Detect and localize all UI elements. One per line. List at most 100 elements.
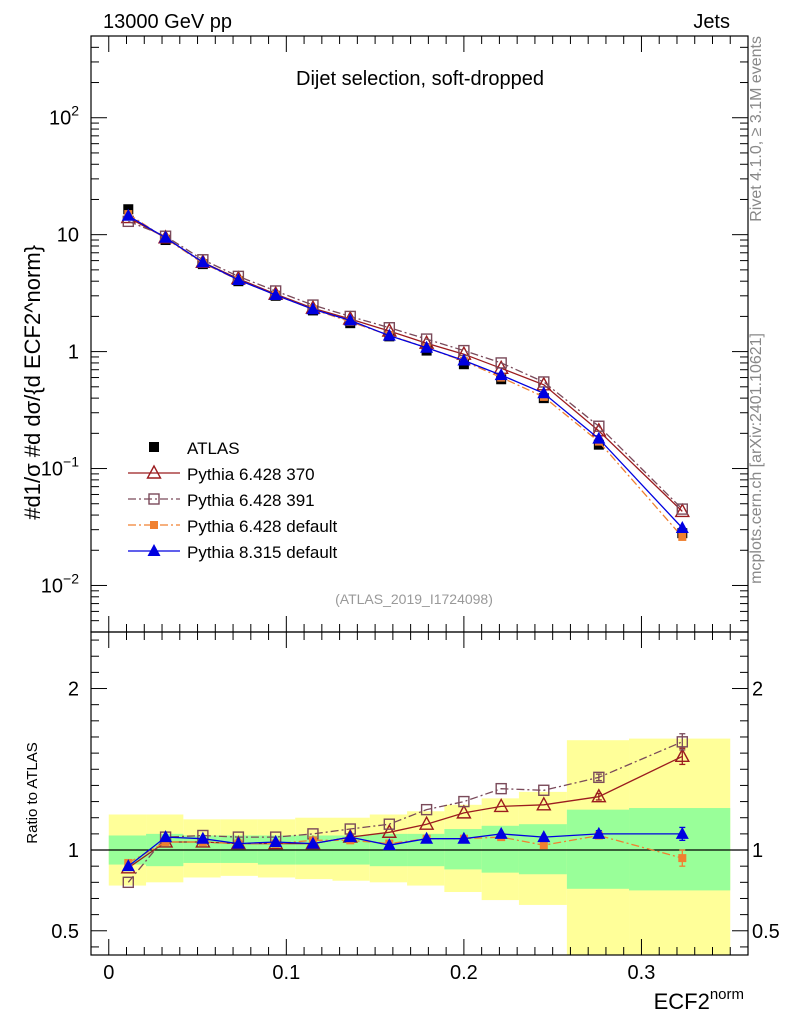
data-point-py8_default: [269, 287, 283, 300]
series-py8_default: [121, 208, 689, 534]
legend-label-py8_default: Pythia 8.315 default: [187, 543, 338, 562]
data-point-py8_default: [537, 386, 551, 399]
ratio-frame: [90, 631, 749, 956]
ratio-point-py8_default: [269, 834, 283, 847]
legend-marker-atlas: [149, 442, 159, 452]
legend-label-py6_default: Pythia 6.428 default: [187, 517, 338, 536]
data-point-py8_default: [494, 368, 508, 381]
y-tick-label: 1: [68, 342, 79, 364]
ratio-point-py8_default: [420, 831, 434, 844]
ratio-y-tick-label-right: 1: [752, 840, 763, 862]
mcplots-label: mcplots.cern.ch [arXiv:2401.10621]: [748, 333, 765, 584]
legend-label-py6_370: Pythia 6.428 370: [187, 465, 315, 484]
data-point-py8_default: [382, 328, 396, 341]
ratio-point-py6_370: [418, 815, 435, 830]
legend: ATLAS Pythia 6.428 370 Pythia 6.428 391 Pyt…: [128, 439, 338, 562]
data-point-py8_default: [420, 340, 434, 353]
data-point-py6_default: [678, 532, 687, 541]
header-right: Jets: [693, 11, 730, 33]
ratio-point-py8_default: [121, 859, 135, 872]
ratio-y-tick-label-left: 0.5: [51, 921, 79, 943]
series-line-py8_default: [127, 215, 683, 529]
ratio-point-py8_default: [494, 826, 508, 839]
chart-title: Dijet selection, soft-dropped: [296, 68, 544, 90]
ratio-point-py8_default: [231, 836, 245, 849]
ratio-point-py8_default: [382, 838, 396, 851]
ratio-y-tick-label-left: 1: [68, 840, 79, 862]
ratio-point-py6_391: [122, 876, 134, 889]
data-point-py8_default: [592, 431, 606, 444]
data-point-py8_default: [121, 208, 135, 221]
header-left: 13000 GeV pp: [103, 11, 232, 33]
ratio-point-py6_391: [593, 771, 605, 784]
data-point-py8_default: [457, 353, 471, 366]
legend-label-atlas: ATLAS: [187, 439, 240, 458]
band-inner-bin: [629, 808, 731, 891]
ratio-point-py6_391: [538, 784, 550, 796]
ratio-point-py6_391: [383, 818, 396, 830]
band-inner-bin: [518, 824, 567, 875]
y-tick-label: 10−1: [41, 454, 79, 481]
ratio-y-tick-label-right: 2: [752, 679, 763, 701]
ratio-point-py6_391: [495, 782, 507, 795]
ratio-y-tick-label-left: 2: [68, 679, 79, 701]
ratio-point-py6_370: [536, 796, 552, 811]
ratio-point-py6_default: [539, 841, 548, 850]
x-tick-label: 0.2: [450, 962, 478, 984]
ratio-point-py6_391: [458, 795, 470, 808]
ratio-point-py8_default: [196, 831, 210, 844]
ratio-point-py6_370: [591, 788, 607, 803]
series-line-py6_391: [128, 220, 683, 510]
ratio-point-py8_default: [343, 830, 357, 843]
data-point-py8_default: [196, 255, 210, 268]
y-tick-label: 10−2: [41, 570, 79, 597]
y-tick-label: 10: [57, 225, 79, 247]
analysis-id-label: (ATLAS_2019_I1724098): [335, 591, 493, 607]
x-tick-label: 0.3: [628, 962, 656, 984]
y-axis-label: #d1/σ #d dσ/{d ECF2^norm}: [20, 245, 45, 520]
data-point-py8_default: [306, 302, 320, 315]
ratio-point-py8_default: [537, 830, 551, 843]
ratio-point-py8_default: [675, 826, 689, 839]
ratio-line-py8_default: [127, 833, 683, 867]
data-point-py8_default: [675, 521, 689, 534]
ratio-point-py6_391: [420, 803, 433, 816]
x-axis-label: ECF2norm: [654, 986, 744, 1014]
band-inner-bin: [566, 809, 630, 889]
data-point-py8_default: [231, 272, 245, 285]
data-point-py6_391: [593, 420, 605, 432]
ratio-line-py6_default: [127, 834, 683, 864]
ratio-point-py6_370: [456, 804, 472, 819]
data-point-py6_370: [674, 502, 690, 518]
x-tick-label: 0.1: [272, 962, 300, 984]
ratio-y-tick-label-right: 0.5: [752, 921, 780, 943]
series-line-py6_default: [127, 213, 683, 538]
data-point-py6_391: [676, 503, 688, 515]
main-panel: 10−2 10−1 1 10 102 Dijet selection, soft-drop…: [20, 35, 749, 633]
ratio-point-py8_default: [306, 836, 320, 849]
ratio-y-axis-label: Ratio to ATLAS: [24, 742, 41, 843]
legend-marker-py6_default: [150, 521, 158, 529]
ratio-point-py8_default: [592, 826, 606, 839]
ratio-line-py6_391: [127, 741, 683, 883]
x-tick-label: 0: [103, 962, 114, 984]
data-point-py8_default: [159, 230, 173, 243]
legend-marker-py6_391: [148, 493, 160, 505]
ratio-series-py8_default: [121, 826, 689, 872]
ratio-point-py6_391: [676, 736, 688, 748]
ratio-point-py8_default: [159, 830, 173, 843]
ratio-point-py8_default: [457, 831, 471, 844]
ratio-point-py6_default: [678, 854, 687, 863]
y-tick-label: 102: [49, 103, 79, 130]
data-point-py6_391: [495, 357, 507, 369]
legend-marker-py6_370: [146, 464, 162, 479]
legend-label-py6_391: Pythia 6.428 391: [187, 491, 315, 510]
legend-marker-py8_default: [147, 544, 161, 556]
ratio-point-py6_370: [493, 797, 509, 813]
rivet-version-label: Rivet 4.1.0, ≥ 3.1M events: [748, 36, 765, 222]
ratio-point-py6_370: [381, 823, 397, 838]
data-point-py8_default: [343, 313, 357, 326]
ratio-point-py6_370: [674, 747, 690, 763]
